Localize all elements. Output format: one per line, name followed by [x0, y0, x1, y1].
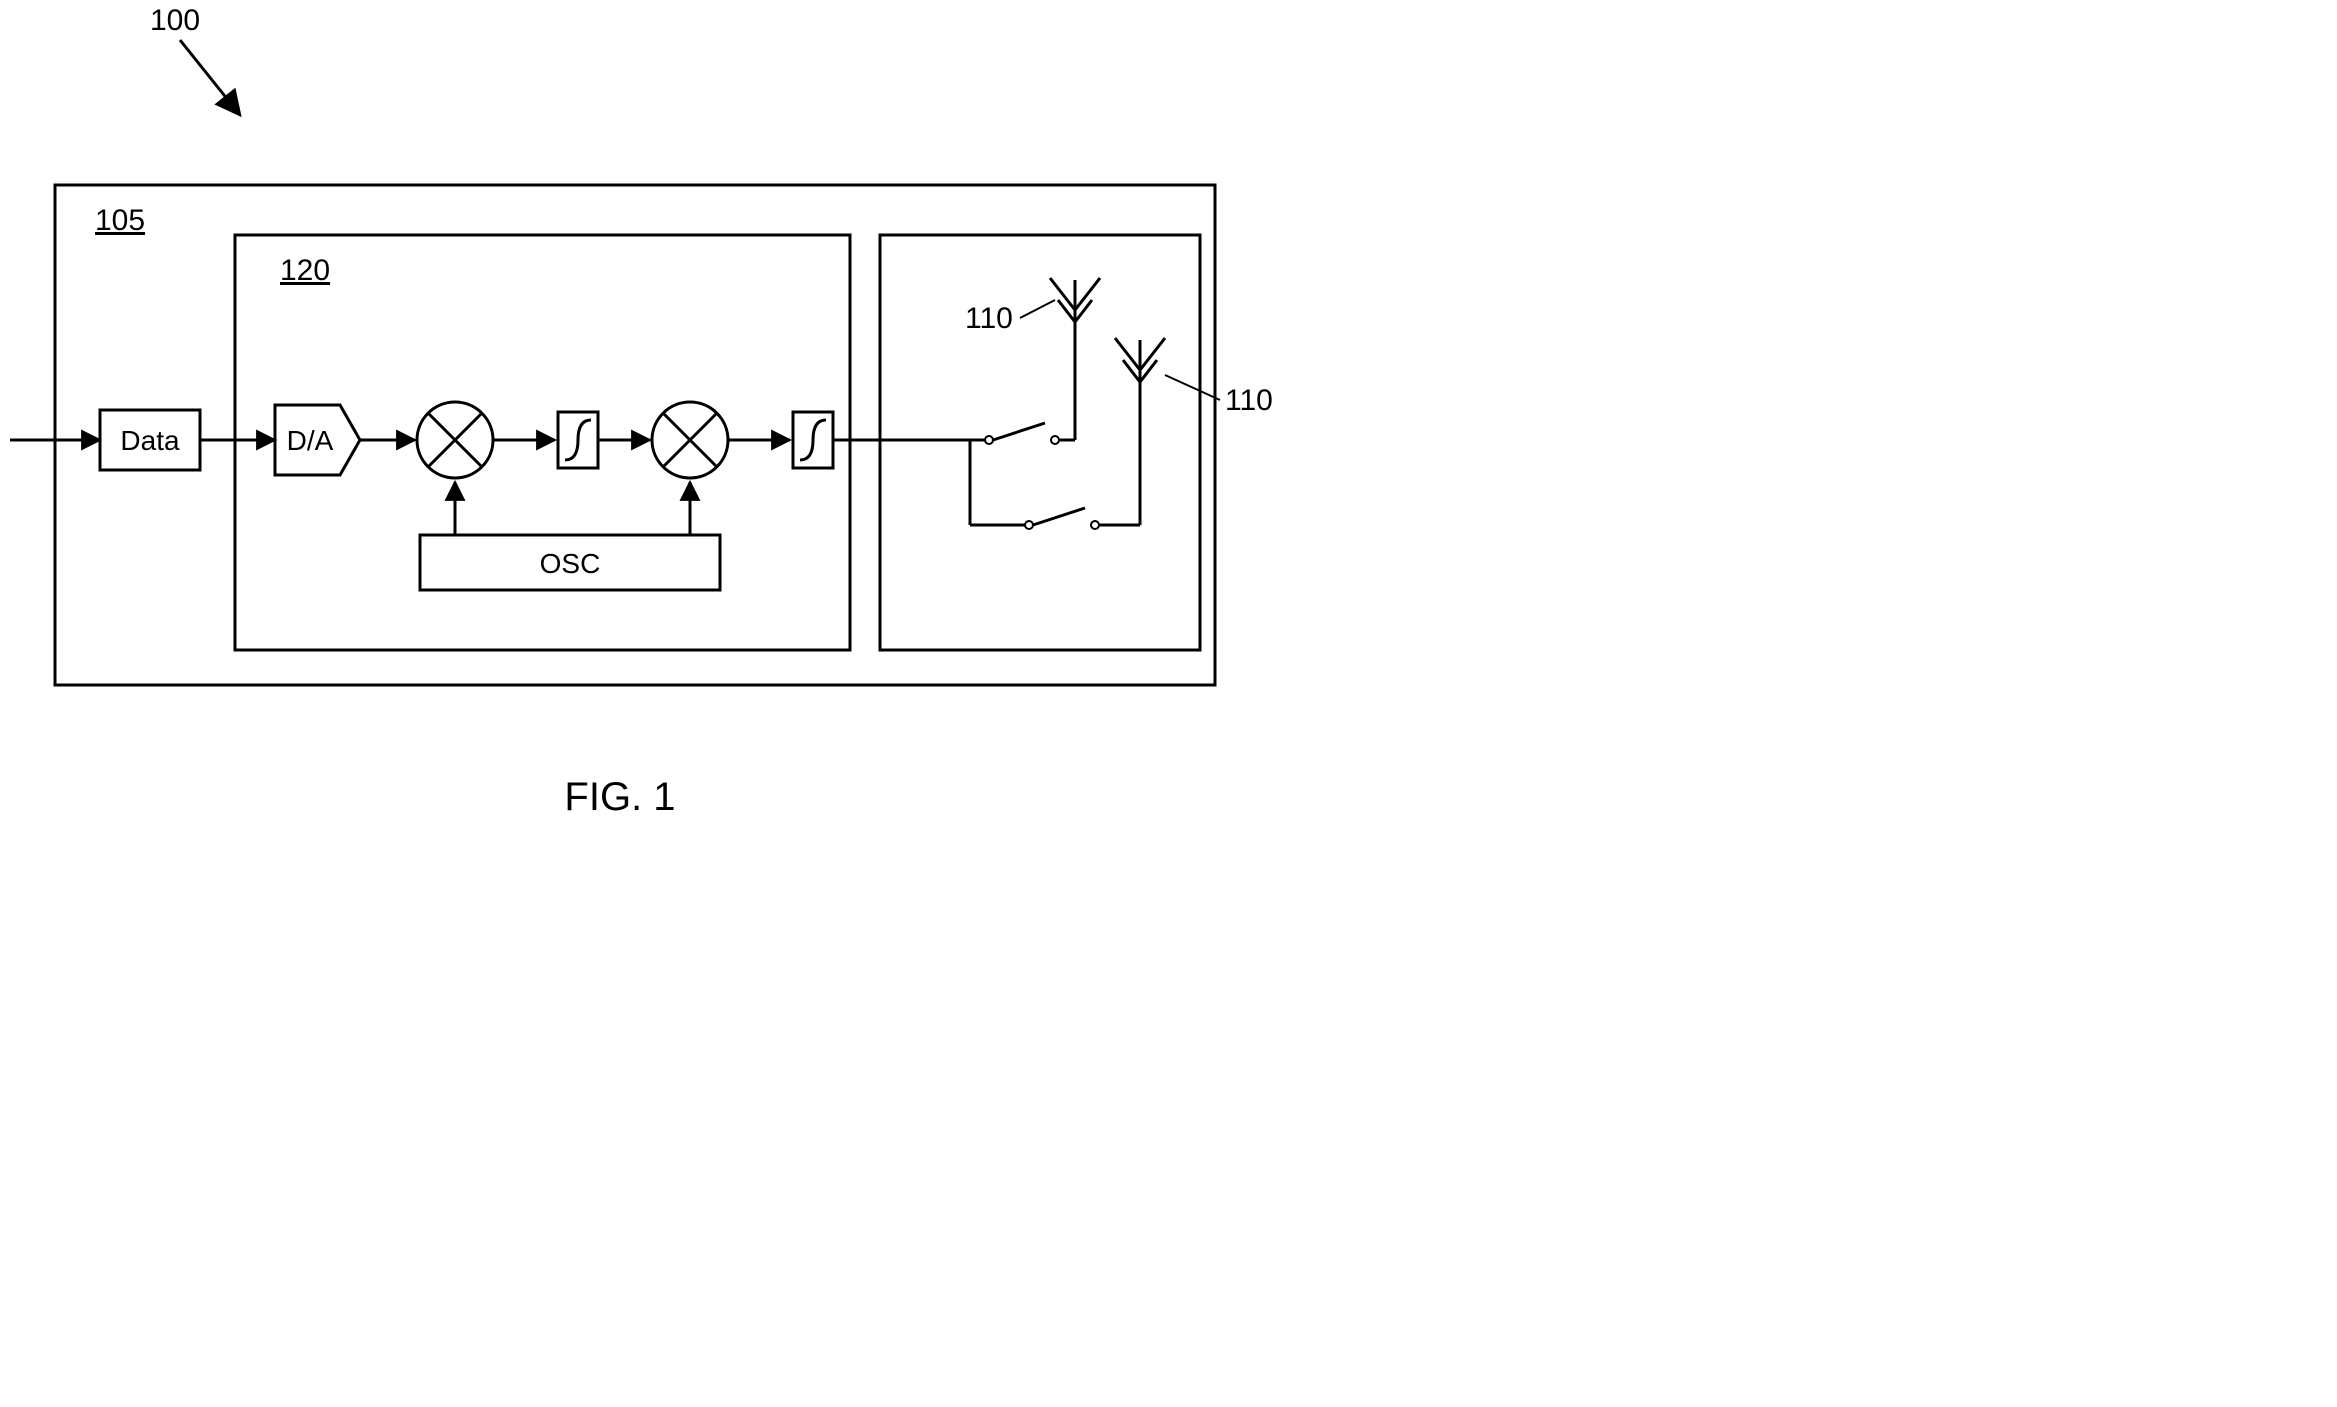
data-block-label: Data	[120, 425, 180, 456]
switch-top	[970, 330, 1075, 444]
antenna-box	[880, 235, 1200, 650]
ref-antenna-1-leader	[1020, 300, 1055, 318]
switch-bottom	[970, 390, 1140, 529]
figure-caption: FIG. 1	[564, 775, 675, 819]
filter-1	[558, 412, 598, 468]
ref-antenna-2-leader	[1165, 375, 1220, 400]
mixer-2	[652, 402, 728, 478]
antenna-1	[1050, 278, 1100, 330]
ref-antenna-1-label: 110	[965, 302, 1013, 335]
filter-2	[793, 412, 833, 468]
antenna-2	[1115, 338, 1165, 390]
outer-box	[55, 185, 1215, 685]
ref-outer-label: 105	[95, 204, 145, 237]
dac-block-label: D/A	[287, 425, 334, 456]
ref-antenna-2-label: 110	[1225, 384, 1273, 417]
ref-processing-label: 120	[280, 254, 330, 287]
mixer-1	[417, 402, 493, 478]
ref-system-label: 100	[150, 4, 200, 37]
osc-block-label: OSC	[540, 548, 601, 579]
ref-system-leader	[180, 40, 240, 115]
block-diagram: 100 105 120 Data D/A	[0, 0, 1490, 900]
